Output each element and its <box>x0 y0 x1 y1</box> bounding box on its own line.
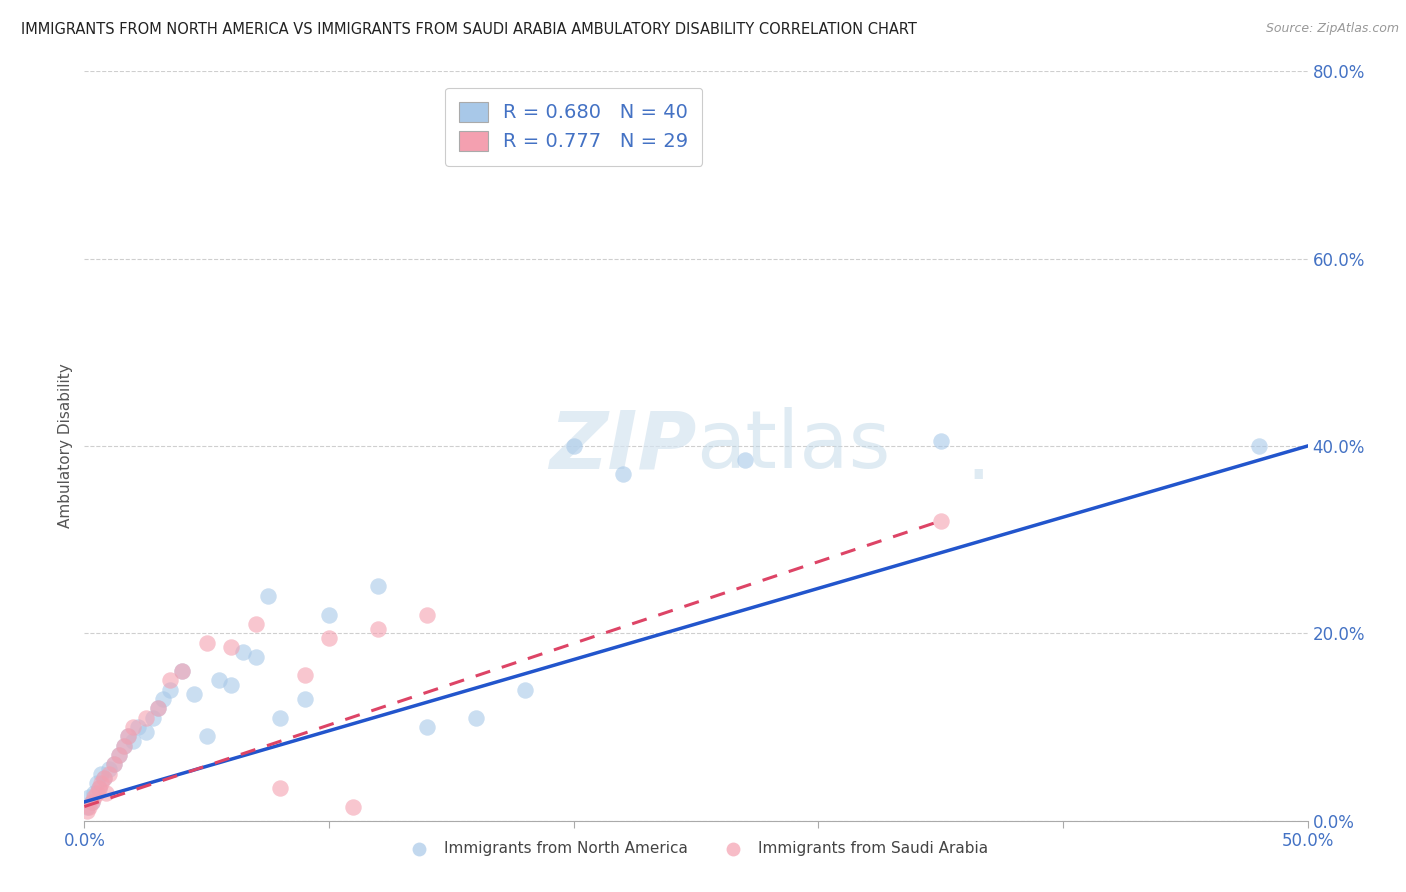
Point <box>929 434 952 449</box>
Point <box>112 739 135 753</box>
Point <box>146 701 169 715</box>
Point <box>87 780 110 795</box>
Point <box>172 664 194 678</box>
Point <box>245 649 267 664</box>
Point <box>612 467 634 482</box>
Point <box>83 786 105 800</box>
Text: IMMIGRANTS FROM NORTH AMERICA VS IMMIGRANTS FROM SAUDI ARABIA AMBULATORY DISABIL: IMMIGRANTS FROM NORTH AMERICA VS IMMIGRA… <box>21 22 917 37</box>
Point <box>122 720 145 734</box>
Point <box>232 645 254 659</box>
Point <box>127 720 149 734</box>
Point <box>97 767 120 781</box>
Point <box>135 710 157 724</box>
Point <box>103 757 125 772</box>
Point <box>77 790 100 805</box>
Point <box>135 724 157 739</box>
Point <box>76 805 98 819</box>
Point <box>107 747 129 762</box>
Point <box>86 776 108 790</box>
Point <box>269 780 291 795</box>
Point <box>294 692 316 706</box>
Point <box>159 673 181 688</box>
Point <box>562 439 585 453</box>
Point <box>80 795 103 809</box>
Point <box>195 635 218 649</box>
Text: .: . <box>965 418 991 496</box>
Point <box>112 739 135 753</box>
Point <box>416 720 439 734</box>
Legend: Immigrants from North America, Immigrants from Saudi Arabia: Immigrants from North America, Immigrant… <box>398 835 994 862</box>
Point <box>929 514 952 528</box>
Point <box>80 795 103 809</box>
Point <box>87 780 110 795</box>
Point <box>208 673 231 688</box>
Point <box>93 772 115 786</box>
Point <box>107 747 129 762</box>
Point <box>117 730 139 744</box>
Point <box>416 607 439 622</box>
Point <box>1247 439 1270 453</box>
Point <box>318 631 340 645</box>
Point <box>122 734 145 748</box>
Point <box>83 790 105 805</box>
Point <box>257 589 280 603</box>
Point <box>77 799 100 814</box>
Point <box>219 678 242 692</box>
Point <box>269 710 291 724</box>
Text: atlas: atlas <box>696 407 890 485</box>
Point <box>97 762 120 776</box>
Point <box>734 453 756 467</box>
Point <box>172 664 194 678</box>
Point <box>245 617 267 632</box>
Text: ZIP: ZIP <box>548 407 696 485</box>
Point <box>342 799 364 814</box>
Point <box>159 682 181 697</box>
Point <box>103 757 125 772</box>
Point <box>86 786 108 800</box>
Point <box>219 640 242 655</box>
Point <box>183 687 205 701</box>
Point <box>318 607 340 622</box>
Point <box>195 730 218 744</box>
Point <box>96 786 118 800</box>
Point <box>90 767 112 781</box>
Point <box>464 710 486 724</box>
Point <box>146 701 169 715</box>
Point <box>152 692 174 706</box>
Point <box>76 799 98 814</box>
Point <box>117 730 139 744</box>
Point <box>294 668 316 682</box>
Point <box>367 580 389 594</box>
Point <box>93 772 115 786</box>
Point <box>90 776 112 790</box>
Text: Source: ZipAtlas.com: Source: ZipAtlas.com <box>1265 22 1399 36</box>
Point <box>142 710 165 724</box>
Point <box>513 682 536 697</box>
Point <box>367 622 389 636</box>
Y-axis label: Ambulatory Disability: Ambulatory Disability <box>58 364 73 528</box>
